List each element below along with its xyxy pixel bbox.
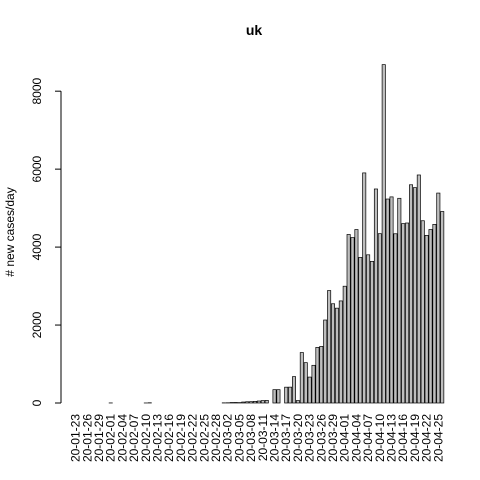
x-tick-label: 20-03-17 (279, 414, 293, 462)
x-tick-label: 20-03-14 (268, 414, 282, 462)
bar (393, 233, 398, 404)
bar (264, 400, 269, 404)
bar (346, 234, 351, 404)
x-tick-label: 20-04-22 (420, 414, 434, 462)
bar (412, 187, 417, 404)
bar (241, 401, 246, 404)
x-tick-label: 20-03-05 (232, 414, 246, 462)
bar (370, 261, 374, 404)
bar (428, 229, 433, 404)
bar (350, 237, 355, 404)
x-tick-label: 20-01-23 (69, 414, 83, 462)
bar (338, 300, 343, 404)
bar (354, 229, 359, 404)
x-tick-label: 20-02-01 (104, 414, 118, 462)
bar (245, 401, 250, 404)
x-tick-label: 20-01-29 (92, 414, 106, 462)
chart-title: uk (246, 22, 263, 38)
y-tick-label: 8000 (30, 78, 44, 105)
y-tick-label: 2000 (30, 311, 44, 338)
bar (358, 257, 363, 404)
bar (334, 307, 339, 404)
x-tick-label: 20-02-10 (139, 414, 153, 462)
y-axis: 0 2000 4000 6000 8000 (30, 78, 62, 406)
x-tick-label: 20-01-26 (80, 414, 94, 462)
y-axis-label: # new cases/day (3, 187, 17, 276)
x-tick-label: 20-02-28 (209, 414, 223, 462)
x-tick-label: 20-02-04 (115, 414, 129, 462)
bar (362, 172, 367, 404)
bar (288, 386, 293, 404)
bar (401, 223, 406, 404)
bar (256, 400, 261, 404)
bar (342, 285, 347, 404)
x-tick-label: 20-03-20 (291, 414, 305, 462)
x-tick-label: 20-04-19 (408, 414, 422, 462)
bar (253, 401, 257, 404)
bar (409, 184, 413, 404)
y-tick-label: 4000 (30, 233, 44, 260)
bar (295, 400, 300, 404)
x-tick-label: 20-04-16 (396, 414, 410, 462)
bar (249, 401, 254, 404)
bar (420, 220, 425, 404)
bar (319, 346, 324, 404)
bar (233, 402, 238, 404)
bar (292, 376, 296, 404)
y-tick-label: 6000 (30, 155, 44, 182)
x-tick-label: 20-04-04 (349, 414, 363, 462)
x-tick-label: 20-04-01 (338, 414, 352, 462)
bar (331, 303, 335, 404)
bar (381, 64, 386, 404)
bar (276, 389, 281, 404)
bar (432, 224, 437, 404)
bar (416, 174, 421, 404)
x-tick-label: 20-04-25 (431, 414, 445, 462)
bar (436, 192, 441, 404)
y-tick-label: 0 (30, 399, 44, 406)
x-axis: 20-01-2320-01-2620-01-2920-02-0120-02-04… (69, 414, 446, 462)
x-tick-label: 20-02-19 (174, 414, 188, 462)
x-tick-label: 20-03-26 (314, 414, 328, 462)
bar (323, 319, 328, 404)
bar (405, 222, 410, 404)
bar (397, 197, 402, 404)
x-tick-label: 20-03-02 (221, 414, 235, 462)
x-tick-label: 20-04-13 (385, 414, 399, 462)
bar (260, 400, 265, 404)
bar (373, 188, 378, 404)
x-tick-label: 20-04-07 (361, 414, 375, 462)
bar (284, 386, 289, 404)
bar (299, 352, 304, 404)
x-tick-label: 20-02-25 (197, 414, 211, 462)
bar (303, 362, 308, 404)
x-tick-label: 20-04-10 (373, 414, 387, 462)
x-tick-label: 20-02-22 (186, 414, 200, 462)
x-tick-label: 20-02-16 (162, 414, 176, 462)
bar (424, 235, 429, 404)
x-tick-label: 20-03-11 (256, 414, 270, 461)
x-tick-label: 20-03-23 (303, 414, 317, 462)
x-tick-label: 20-02-07 (127, 414, 141, 462)
bar (311, 364, 316, 404)
x-tick-label: 20-03-08 (244, 414, 258, 462)
x-tick-label: 20-03-29 (326, 414, 340, 462)
bar (307, 376, 312, 404)
bar (385, 198, 390, 404)
bars (108, 64, 445, 404)
bar (389, 196, 394, 404)
bar (440, 211, 445, 404)
bar (272, 389, 277, 404)
bar (366, 254, 371, 404)
bar (315, 347, 320, 404)
bar (377, 233, 382, 404)
bar (327, 290, 332, 404)
x-tick-label: 20-02-13 (151, 414, 165, 462)
